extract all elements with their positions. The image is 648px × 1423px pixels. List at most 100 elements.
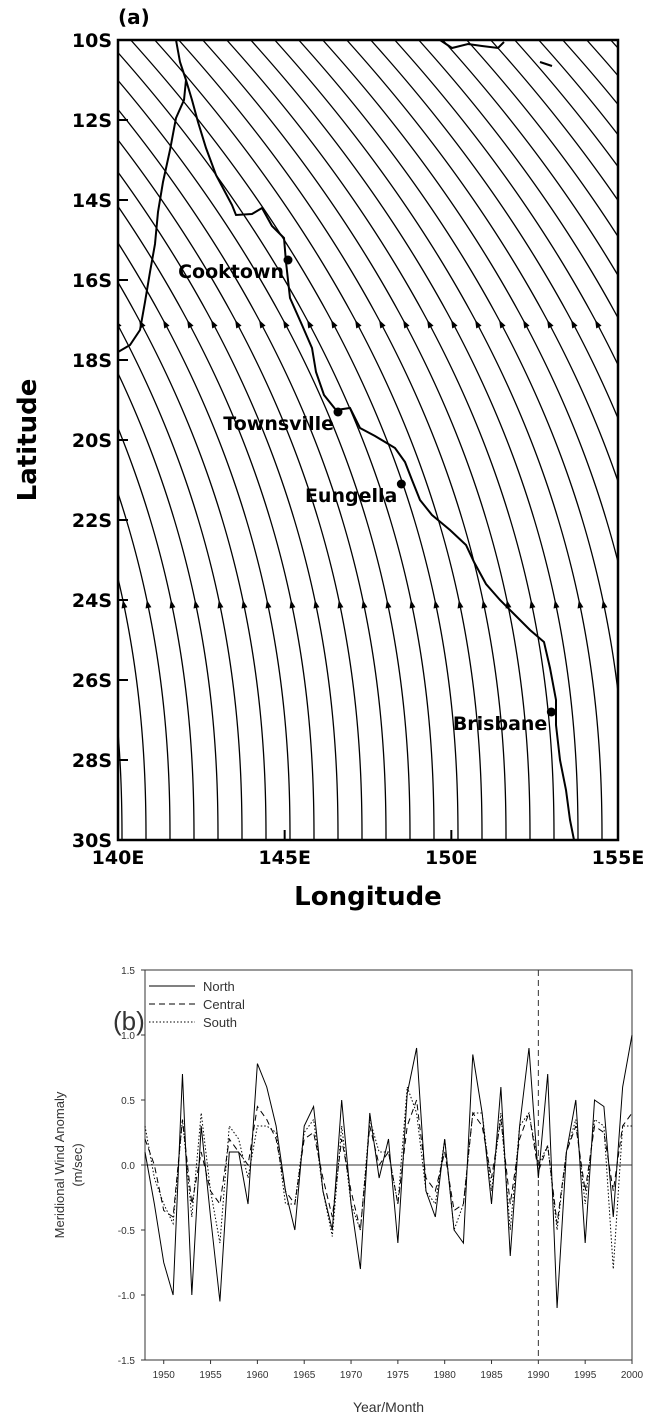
legend-label: North xyxy=(203,979,235,994)
streamline xyxy=(490,40,618,202)
streamline-arrow xyxy=(313,600,320,609)
city-label: Eungella xyxy=(305,485,397,507)
streamline xyxy=(418,40,618,320)
x-tick-label: 145E xyxy=(258,847,311,869)
city-marker xyxy=(396,479,406,489)
streamline-arrow xyxy=(289,600,296,609)
city-marker xyxy=(546,707,556,717)
streamline-arrow xyxy=(379,320,386,329)
streamline-arrow xyxy=(457,600,464,609)
streamline-arrow xyxy=(553,600,560,609)
streamline-arrow xyxy=(265,600,272,609)
streamline xyxy=(274,40,603,840)
series-line xyxy=(144,1034,633,1309)
x-tick-label: 150E xyxy=(425,847,478,869)
streamline-arrow xyxy=(331,320,338,329)
legend-label: Central xyxy=(203,997,245,1012)
streamline xyxy=(118,241,291,840)
streamline-arrow xyxy=(169,600,176,609)
streamline-arrow xyxy=(547,320,554,329)
streamline xyxy=(118,280,267,840)
city-label: Townsville xyxy=(223,413,334,435)
streamline xyxy=(118,371,219,840)
streamline xyxy=(178,40,507,840)
streamline xyxy=(250,40,579,840)
y-tick-label: 28S xyxy=(72,750,112,772)
panel-title: (a) xyxy=(118,5,150,29)
streamline-arrow xyxy=(121,600,128,609)
streamline xyxy=(118,323,243,840)
panel-a: (a) Longitude Latitude 10S 12S 14S 16S 18S 20S 22… xyxy=(0,5,648,912)
city-label: Brisbane xyxy=(453,713,548,735)
streamline-arrow xyxy=(283,320,290,329)
streamline-arrow xyxy=(64,319,73,329)
streamline xyxy=(370,40,618,421)
streamline-arrow xyxy=(505,600,512,609)
x-tick-label: 1955 xyxy=(199,1370,222,1381)
streamline-arrow xyxy=(499,320,506,329)
y-tick-label: -1.0 xyxy=(118,1291,136,1302)
streamline-arrow xyxy=(403,320,410,329)
y-tick-label: 14S xyxy=(72,190,112,212)
streamline-arrow xyxy=(139,320,146,329)
streamline-arrow xyxy=(187,320,194,329)
x-tick-label: 155E xyxy=(592,847,645,869)
streamline-arrow xyxy=(523,320,530,329)
city-marker xyxy=(333,407,343,417)
streamline-arrow xyxy=(193,600,200,609)
x-tick-label: 1985 xyxy=(480,1370,503,1381)
streamline-arrow xyxy=(451,320,458,329)
streamline-arrow xyxy=(40,319,49,329)
streamline-arrow xyxy=(337,600,344,609)
series-line xyxy=(144,1086,632,1270)
streamline xyxy=(226,40,555,840)
x-tick-label: 2000 xyxy=(621,1370,644,1381)
streamline xyxy=(202,40,531,840)
streamline-arrow xyxy=(88,319,97,329)
x-tick-label: 1960 xyxy=(246,1370,269,1381)
streamline-arrow xyxy=(145,600,152,609)
y-tick-label: 22S xyxy=(72,510,112,532)
y-tick-label: 16S xyxy=(72,270,112,292)
y-axis-label: (m/sec) xyxy=(70,1143,85,1186)
streamline xyxy=(130,40,459,840)
streamline xyxy=(394,40,618,367)
streamline-arrow xyxy=(259,320,266,329)
streamline xyxy=(118,575,147,840)
streamline xyxy=(610,40,618,50)
streamline-arrow xyxy=(601,600,608,609)
streamline xyxy=(346,40,618,484)
streamline xyxy=(118,205,315,840)
coastline xyxy=(118,40,575,840)
streamline xyxy=(118,171,339,840)
streamline xyxy=(118,79,411,840)
y-tick-label: 1.0 xyxy=(121,1031,135,1042)
y-tick-label: 24S xyxy=(72,590,112,612)
y-axis-label: Latitude xyxy=(13,379,43,502)
x-tick-label: 1950 xyxy=(153,1370,176,1381)
panel-b: (b) 1.5 1.0 0.5 0.0 -0.5 -1.0 -1.5 1950 1955 1960 1… xyxy=(52,966,644,1415)
y-tick-label: 18S xyxy=(72,350,112,372)
streamline-arrow xyxy=(217,600,224,609)
streamline-arrow xyxy=(307,320,314,329)
streamline-arrow xyxy=(409,600,416,609)
streamline-arrow xyxy=(475,320,482,329)
x-tick-label: 1975 xyxy=(387,1370,410,1381)
streamline-arrow xyxy=(481,600,488,609)
streamline-arrow xyxy=(235,320,242,329)
streamline-arrow xyxy=(640,319,648,329)
streamline-arrow xyxy=(433,600,440,609)
streamline-arrow xyxy=(16,319,25,329)
city-marker xyxy=(283,255,293,265)
streamline-arrow xyxy=(624,599,632,608)
y-tick-label: -0.5 xyxy=(118,1226,136,1237)
streamline xyxy=(118,108,387,840)
streamline-arrow xyxy=(0,319,2,329)
streamline xyxy=(322,40,618,565)
y-tick-label: 10S xyxy=(72,30,112,52)
x-tick-label: 1980 xyxy=(434,1370,457,1381)
y-tick-label: 20S xyxy=(72,430,112,452)
streamline xyxy=(118,51,435,840)
